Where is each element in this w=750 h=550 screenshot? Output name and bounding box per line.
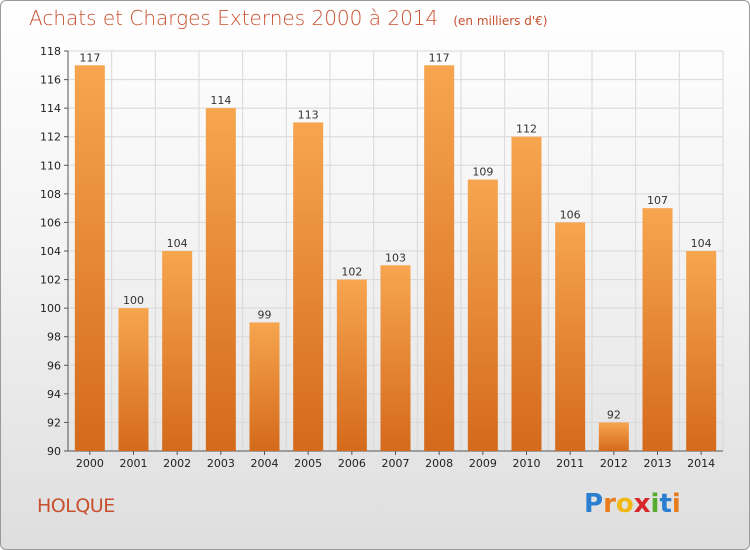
- bar: [555, 222, 586, 451]
- y-tick-label: 102: [40, 274, 61, 287]
- data-label: 100: [123, 294, 144, 307]
- x-tick-label: 2013: [644, 457, 672, 470]
- x-tick-label: 2014: [687, 457, 715, 470]
- data-label: 117: [429, 51, 450, 64]
- x-tick-label: 2006: [338, 457, 366, 470]
- logo-letter: i: [650, 489, 660, 519]
- x-tick-label: 2000: [76, 457, 104, 470]
- x-tick-label: 2010: [513, 457, 541, 470]
- bar: [336, 279, 367, 451]
- data-label: 112: [516, 123, 537, 136]
- y-tick-label: 108: [40, 188, 61, 201]
- bar: [642, 208, 673, 451]
- bar: [74, 65, 105, 452]
- x-tick-label: 2004: [251, 457, 279, 470]
- data-label: 104: [167, 237, 188, 250]
- y-tick-label: 106: [40, 216, 61, 229]
- x-tick-label: 2003: [207, 457, 235, 470]
- bar: [424, 65, 455, 452]
- y-tick-label: 90: [47, 445, 61, 458]
- bar: [293, 122, 324, 451]
- bars: [74, 65, 717, 452]
- y-tick-label: 104: [40, 245, 61, 258]
- data-label: 102: [341, 266, 362, 279]
- data-label: 103: [385, 251, 406, 264]
- y-tick-label: 116: [40, 74, 61, 87]
- logo-letter: P: [584, 489, 604, 519]
- data-label: 107: [647, 194, 668, 207]
- bar: [249, 322, 280, 451]
- bar: [205, 108, 236, 452]
- y-tick-label: 110: [40, 159, 61, 172]
- data-label: 104: [691, 237, 712, 250]
- logo-letter: i: [671, 489, 681, 519]
- data-label: 113: [298, 108, 319, 121]
- bar: [467, 179, 498, 452]
- bar: [598, 422, 629, 451]
- x-tick-label: 2009: [469, 457, 497, 470]
- y-tick-label: 112: [40, 131, 61, 144]
- y-tick-label: 118: [40, 45, 61, 58]
- proxiti-logo: Proxiti: [584, 489, 681, 519]
- x-tick-label: 2005: [294, 457, 322, 470]
- labels: 90 92 94 96 98 100 102 104 106 108 110 112 114 116 118…: [40, 45, 715, 470]
- y-tick-label: 114: [40, 102, 61, 115]
- bar: [380, 265, 411, 451]
- x-tick-label: 2008: [425, 457, 453, 470]
- bar: [162, 251, 193, 451]
- chart-subtitle: (en milliers d'€): [453, 14, 548, 28]
- bar: [511, 136, 542, 451]
- data-label: 106: [560, 208, 581, 221]
- y-tick-label: 92: [47, 416, 61, 429]
- x-tick-label: 2002: [163, 457, 191, 470]
- x-tick-label: 2001: [120, 457, 148, 470]
- logo-letter: t: [659, 489, 672, 519]
- y-tick-label: 100: [40, 302, 61, 315]
- x-tick-label: 2007: [382, 457, 410, 470]
- data-label: 109: [472, 166, 493, 179]
- y-tick-label: 98: [47, 331, 61, 344]
- chart-title-text: Achats et Charges Externes 2000 à 2014: [29, 6, 439, 30]
- bar: [686, 251, 717, 451]
- y-tick-label: 94: [47, 388, 61, 401]
- logo-letter: r: [603, 489, 616, 519]
- data-label: 117: [79, 51, 100, 64]
- bar: [118, 308, 149, 451]
- data-label: 114: [210, 94, 231, 107]
- commune-name: HOLQUE: [37, 495, 115, 517]
- data-label: 92: [607, 408, 621, 421]
- x-tick-label: 2012: [600, 457, 628, 470]
- y-tick-label: 96: [47, 359, 61, 372]
- data-label: 99: [258, 308, 272, 321]
- x-tick-label: 2011: [556, 457, 584, 470]
- logo-letter: o: [615, 489, 634, 519]
- logo-letter: x: [633, 489, 651, 519]
- chart-title: Achats et Charges Externes 2000 à 2014 (…: [29, 6, 547, 30]
